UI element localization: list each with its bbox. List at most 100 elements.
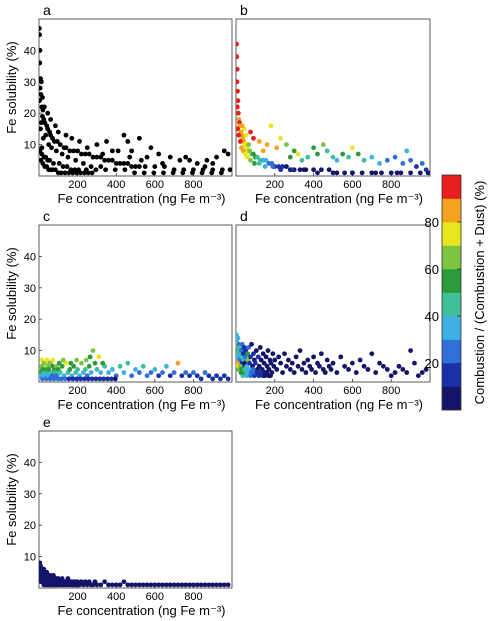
data-point xyxy=(39,126,43,132)
data-point xyxy=(68,360,74,366)
data-point xyxy=(136,370,142,375)
data-point xyxy=(81,376,87,382)
data-point xyxy=(243,132,249,138)
data-point xyxy=(67,367,73,372)
data-point xyxy=(295,363,301,369)
x-axis-title: Fe concentration (ng Fe m⁻³) xyxy=(58,191,226,206)
data-point xyxy=(225,376,231,382)
data-point xyxy=(125,139,131,144)
data-point xyxy=(202,164,208,169)
x-tick-label: 400 xyxy=(107,591,125,603)
data-point xyxy=(39,60,43,66)
colorbar-bin xyxy=(442,363,461,387)
data-point xyxy=(65,154,71,160)
scatter-points xyxy=(39,560,231,588)
data-point xyxy=(262,164,268,169)
data-point xyxy=(361,363,367,369)
data-point xyxy=(152,367,158,372)
data-point xyxy=(253,348,259,353)
data-point xyxy=(73,157,79,163)
data-point xyxy=(309,367,315,372)
data-point xyxy=(101,376,107,382)
data-point xyxy=(109,157,115,163)
data-point xyxy=(350,145,355,151)
data-point xyxy=(79,151,84,157)
data-point xyxy=(108,376,114,382)
data-point xyxy=(280,370,285,375)
data-point xyxy=(246,142,252,148)
data-point xyxy=(160,161,165,166)
data-point xyxy=(129,164,135,169)
data-point xyxy=(236,98,241,104)
data-point xyxy=(258,357,264,363)
data-point xyxy=(408,348,413,353)
data-point xyxy=(365,367,371,372)
data-point xyxy=(221,373,227,379)
x-tick-label: 600 xyxy=(343,179,361,191)
data-point xyxy=(315,170,320,176)
data-point xyxy=(377,161,382,166)
panel-label: e xyxy=(43,414,51,430)
data-point xyxy=(350,170,355,176)
data-point xyxy=(191,370,196,375)
y-tick-label: 30 xyxy=(24,283,36,295)
data-point xyxy=(113,582,119,588)
data-point xyxy=(72,167,78,173)
y-tick-label: 20 xyxy=(24,108,36,120)
data-point xyxy=(204,157,210,163)
data-point xyxy=(44,579,50,585)
data-point xyxy=(251,135,256,141)
data-point xyxy=(117,161,123,166)
data-point xyxy=(287,154,293,160)
data-point xyxy=(39,32,42,38)
data-point xyxy=(109,148,115,154)
data-point xyxy=(117,582,123,588)
data-point xyxy=(133,582,138,588)
data-point xyxy=(218,170,224,176)
data-point xyxy=(256,139,262,144)
data-point xyxy=(248,157,253,163)
data-point xyxy=(291,148,297,154)
x-tick-label: 200 xyxy=(266,385,284,397)
data-point xyxy=(46,367,52,372)
data-point xyxy=(59,151,65,157)
x-tick-label: 800 xyxy=(184,591,202,603)
data-point xyxy=(96,354,102,360)
data-point xyxy=(90,154,96,160)
y-tick-label: 20 xyxy=(24,314,36,326)
panel-c: c 200 400 600 800 10 20 30 40 Fe concentration (n… xyxy=(4,208,233,412)
data-point xyxy=(202,582,208,588)
y-tick-label: 10 xyxy=(24,552,36,564)
data-point xyxy=(270,164,276,169)
data-point xyxy=(322,370,328,375)
data-point xyxy=(247,360,252,366)
data-point xyxy=(121,579,127,585)
data-point xyxy=(47,157,53,163)
y-axis-title: Fe solubility (%) xyxy=(4,41,19,133)
colorbar-bin xyxy=(442,339,461,364)
data-point xyxy=(56,360,62,366)
data-point xyxy=(342,170,348,176)
data-point xyxy=(144,154,150,160)
data-point xyxy=(170,170,176,176)
colorbar-bin xyxy=(442,386,461,411)
colorbar-tick-label: 60 xyxy=(425,262,439,277)
data-point xyxy=(136,135,142,141)
data-point xyxy=(100,360,106,366)
x-tick-label: 200 xyxy=(266,179,284,191)
data-point xyxy=(82,367,88,372)
data-point xyxy=(49,145,54,151)
data-point xyxy=(75,367,80,372)
data-point xyxy=(305,357,311,363)
data-point xyxy=(97,376,103,382)
data-point xyxy=(160,370,165,375)
x-axis-title: Fe concentration (ng Fe m⁻³) xyxy=(58,397,226,412)
data-point xyxy=(392,154,398,160)
data-point xyxy=(236,79,240,85)
data-point xyxy=(297,167,303,173)
panel-label: a xyxy=(43,2,51,18)
data-point xyxy=(369,170,375,176)
data-point xyxy=(40,95,45,100)
y-axis-title: Fe solubility (%) xyxy=(4,453,19,545)
data-point xyxy=(86,151,92,157)
